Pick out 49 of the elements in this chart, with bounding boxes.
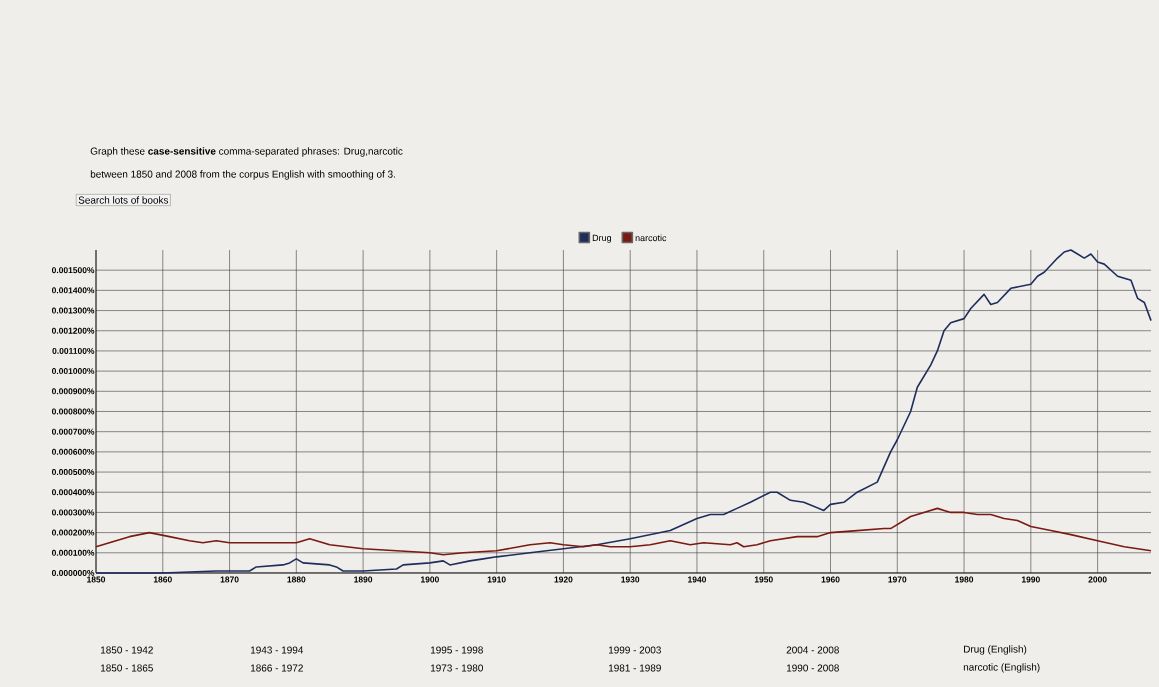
y-tick-label: 0.001300% [51, 307, 95, 314]
x-tick-label: 1980 [955, 576, 974, 583]
y-tick-label: 0.001000% [51, 368, 95, 375]
y-tick-label: 0.000100% [51, 549, 95, 556]
text: Drug (English) [964, 645, 1027, 655]
y-tick-label: 0.000200% [51, 529, 95, 536]
text: 1999 - 2003 [608, 646, 661, 654]
x-tick-label: 1940 [688, 576, 707, 583]
text: Search lots of books [78, 196, 169, 204]
text: 1943 - 1994 [250, 646, 304, 654]
text: narcotic (English) [963, 663, 1040, 673]
legend-label: narcotic [635, 234, 667, 242]
x-tick-label: 1920 [554, 576, 573, 583]
y-tick-label: 0.000400% [51, 489, 95, 496]
y-tick-label: 0.000700% [51, 428, 95, 435]
y-tick-label: 0.000800% [51, 408, 95, 415]
text: 1850 - 1942 [100, 646, 153, 654]
text: 1981 - 1989 [608, 664, 661, 672]
text: Graph these case-sensitive comma-separated phrases: Drug,narcotic [90, 147, 403, 157]
text: 1850 - 1865 [100, 664, 153, 672]
x-tick-label: 1930 [621, 576, 640, 583]
text: 1973 - 1980 [430, 664, 483, 672]
y-tick-label: 0.000300% [51, 509, 95, 516]
legend-label: Drug [592, 234, 611, 243]
y-tick-label: 0.000900% [51, 388, 95, 395]
text: 1866 - 1972 [250, 664, 303, 672]
text: 1995 - 1998 [430, 646, 483, 654]
x-tick-label: 1870 [220, 576, 239, 583]
x-tick-label: 2000 [1088, 576, 1107, 583]
x-tick-label: 1850 [87, 576, 106, 583]
y-tick-label: 0.000500% [51, 469, 95, 476]
x-tick-label: 1890 [354, 576, 373, 583]
y-tick-label: 0.001100% [52, 347, 95, 354]
y-tick-label: 0.001200% [51, 327, 95, 334]
text: 2004 - 2008 [786, 646, 839, 654]
x-tick-label: 1900 [420, 576, 439, 583]
text: between 1850 and 2008 from the corpus English with smoothing of 3. [90, 170, 395, 180]
x-tick-label: 1860 [153, 576, 172, 583]
y-tick-label: 0.001500% [51, 267, 95, 274]
y-tick-label: 0.000600% [51, 448, 95, 455]
x-tick-label: 1960 [821, 576, 840, 583]
x-tick-label: 1910 [487, 576, 506, 583]
x-tick-label: 1880 [287, 576, 306, 583]
text: 1990 - 2008 [786, 664, 839, 672]
y-tick-label: 0.001400% [51, 287, 95, 294]
x-tick-label: 1990 [1021, 576, 1040, 583]
x-tick-label: 1970 [888, 576, 907, 583]
y-tick-label: 0.000000% [51, 569, 95, 576]
x-tick-label: 1950 [754, 576, 773, 583]
